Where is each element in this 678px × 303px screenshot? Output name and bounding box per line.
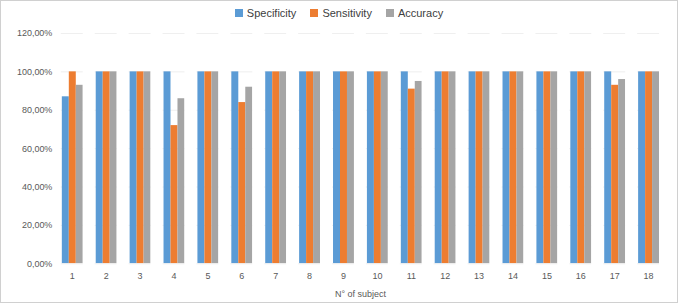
svg-text:9: 9	[341, 271, 346, 281]
svg-text:18: 18	[644, 271, 654, 281]
svg-text:0,00%: 0,00%	[27, 259, 52, 269]
svg-text:1: 1	[70, 271, 75, 281]
svg-text:14: 14	[508, 271, 518, 281]
svg-text:15: 15	[542, 271, 552, 281]
svg-text:100,00%: 100,00%	[17, 67, 52, 77]
html-text:Sensitivity: Sensitivity	[322, 7, 372, 19]
svg-text:2: 2	[104, 271, 109, 281]
svg-text:5: 5	[205, 271, 210, 281]
svg-text:17: 17	[610, 271, 620, 281]
svg-text:16: 16	[576, 271, 586, 281]
html-text:Specificity: Specificity	[246, 7, 297, 19]
svg-text:8: 8	[307, 271, 312, 281]
svg-text:10: 10	[372, 271, 382, 281]
svg-text:40,00%: 40,00%	[22, 182, 52, 192]
svg-text:12: 12	[440, 271, 450, 281]
html-text:Accuracy: Accuracy	[397, 7, 444, 19]
svg-text:4: 4	[171, 271, 176, 281]
svg-text:13: 13	[474, 271, 484, 281]
svg-text:20,00%: 20,00%	[22, 220, 52, 230]
svg-text:6: 6	[239, 271, 244, 281]
svg-text:60,00%: 60,00%	[22, 144, 52, 154]
svg-text:7: 7	[273, 271, 278, 281]
svg-text:80,00%: 80,00%	[22, 105, 52, 115]
svg-text:11: 11	[407, 271, 416, 281]
svg-text:120,00%: 120,00%	[17, 28, 52, 38]
svg-text:N° of subject: N° of subject	[335, 289, 386, 299]
svg-text:3: 3	[138, 271, 143, 281]
